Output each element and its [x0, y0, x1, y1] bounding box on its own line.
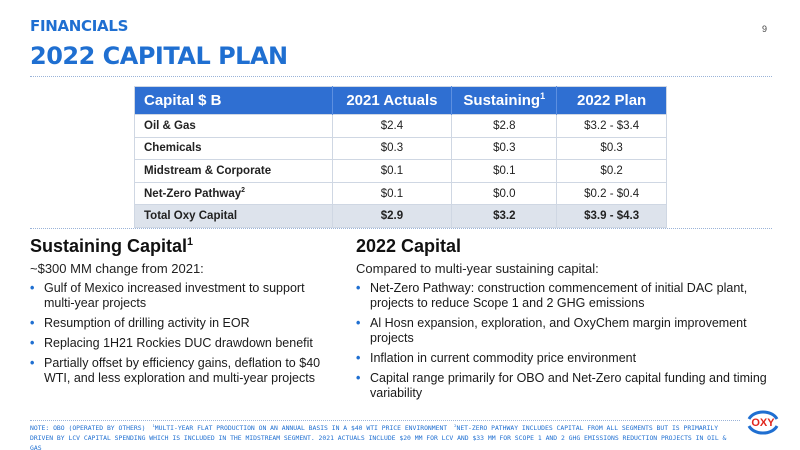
section-divider	[30, 228, 772, 229]
capital-2022-section: 2022 Capital Compared to multi-year sust…	[356, 236, 776, 406]
sustaining-capital-footnote: 1	[187, 236, 194, 248]
table-row-oil-gas: Oil & Gas $2.4 $2.8 $3.2 - $3.4	[134, 114, 667, 138]
capital-2022-subheading: Compared to multi-year sustaining capita…	[356, 261, 599, 276]
cell-sustaining: $2.8	[451, 114, 558, 138]
list-item: • Inflation in current commodity price en…	[356, 351, 776, 366]
list-item-text: Capital range primarily for OBO and Net-…	[370, 371, 767, 400]
bullet-icon: •	[30, 281, 35, 295]
cell-sustaining: $0.1	[451, 159, 558, 183]
list-item: • Replacing 1H21 Rockies DUC drawdown ben…	[30, 336, 335, 351]
sustaining-capital-heading-text: Sustaining Capital	[30, 236, 188, 256]
header-capital: Capital $ B	[134, 86, 333, 115]
table-row-chemicals: Chemicals $0.3 $0.3 $0.3	[134, 136, 667, 161]
cell-2021-actuals: $0.1	[331, 159, 453, 183]
oxy-logo: OXY	[747, 410, 779, 435]
list-item: • Capital range primarily for OBO and Net…	[356, 371, 776, 401]
logo-text: OXY	[751, 417, 775, 429]
sustaining-capital-list: • Gulf of Mexico increased investment to …	[30, 281, 335, 386]
cell-2021-actuals: $0.3	[331, 136, 453, 161]
footnote-note: Note: OBO (Operated by Others)	[30, 424, 146, 432]
table-header-row: Capital $ B 2021 Actuals Sustaining1 202…	[134, 86, 667, 115]
cell-2022-plan: $3.9 - $4.3	[556, 204, 667, 228]
list-item-text: Net-Zero Pathway: construction commencem…	[370, 281, 748, 310]
capital-table: Capital $ B 2021 Actuals Sustaining1 202…	[134, 86, 667, 228]
footnote-marker-1: 1	[152, 422, 155, 428]
capital-2022-list: • Net-Zero Pathway: construction commence…	[356, 281, 776, 401]
row-label: Oil & Gas	[134, 114, 333, 138]
list-item-text: Al Hosn expansion, exploration, and OxyC…	[370, 316, 747, 345]
cell-2021-actuals: $2.9	[331, 204, 453, 228]
row-label-text: Net-Zero Pathway	[144, 187, 242, 200]
cell-2022-plan: $3.2 - $3.4	[556, 114, 667, 138]
header-sustaining-footnote: 1	[540, 91, 546, 101]
sustaining-capital-heading: Sustaining Capital1	[30, 236, 335, 257]
footnote-1: Multi-year flat production on an annual …	[154, 424, 448, 432]
list-item-text: Partially offset by efficiency gains, de…	[44, 356, 321, 385]
row-label: Net-Zero Pathway2	[134, 181, 333, 206]
bullet-icon: •	[356, 351, 361, 365]
footnote-marker-2: 2	[454, 422, 457, 428]
header-2022-plan: 2022 Plan	[556, 86, 667, 115]
table-row-net-zero: Net-Zero Pathway2 $0.1 $0.0 $0.2 - $0.4	[134, 181, 667, 206]
row-label: Chemicals	[134, 136, 333, 161]
bullet-icon: •	[30, 336, 35, 350]
table-row-midstream: Midstream & Corporate $0.1 $0.1 $0.2	[134, 159, 667, 183]
row-label: Total Oxy Capital	[134, 204, 333, 228]
list-item: • Partially offset by efficiency gains, d…	[30, 356, 335, 386]
header-sustaining: Sustaining1	[451, 86, 558, 115]
logo-arc-top	[747, 410, 779, 420]
table-row-total: Total Oxy Capital $2.9 $3.2 $3.9 - $4.3	[134, 204, 667, 228]
row-label-footnote: 2	[241, 186, 245, 194]
sustaining-capital-section: Sustaining Capital1 ~$300 MM change from…	[30, 236, 335, 391]
row-label: Midstream & Corporate	[134, 159, 333, 183]
cell-2021-actuals: $2.4	[331, 114, 453, 138]
page-number: 9	[762, 24, 768, 34]
section-label: FINANCIALS	[30, 17, 129, 35]
logo-arc-bottom	[747, 425, 779, 435]
bullet-icon: •	[30, 356, 35, 370]
sustaining-capital-subheading: ~$300 MM change from 2021:	[30, 261, 204, 276]
header-sustaining-label: Sustaining	[463, 92, 541, 109]
bullet-icon: •	[356, 316, 361, 330]
cell-2021-actuals: $0.1	[331, 181, 453, 206]
footnote-2: Net-Zero Pathway includes capital from a…	[30, 424, 727, 450]
list-item-text: Inflation in current commodity price env…	[370, 351, 637, 365]
bullet-icon: •	[30, 316, 35, 330]
list-item: • Resumption of drilling activity in EOR	[30, 316, 335, 331]
list-item: • Al Hosn expansion, exploration, and Oxy…	[356, 316, 776, 346]
cell-2022-plan: $0.3	[556, 136, 667, 161]
cell-sustaining: $0.3	[451, 136, 558, 161]
cell-2022-plan: $0.2	[556, 159, 667, 183]
cell-sustaining: $0.0	[451, 181, 558, 206]
list-item-text: Resumption of drilling activity in EOR	[44, 316, 250, 330]
footnotes: Note: OBO (Operated by Others) 1Multi-yea…	[30, 420, 740, 450]
bullet-icon: •	[356, 371, 361, 385]
cell-2022-plan: $0.2 - $0.4	[556, 181, 667, 206]
capital-2022-heading: 2022 Capital	[356, 236, 462, 256]
cell-sustaining: $3.2	[451, 204, 558, 228]
list-item-text: Replacing 1H21 Rockies DUC drawdown bene…	[44, 336, 313, 350]
list-item: • Net-Zero Pathway: construction commence…	[356, 281, 776, 311]
title-divider	[30, 76, 772, 77]
header-2021-actuals: 2021 Actuals	[332, 86, 453, 115]
bullet-icon: •	[356, 281, 361, 295]
list-item-text: Gulf of Mexico increased investment to s…	[44, 281, 305, 310]
page-title: 2022 CAPITAL PLAN	[30, 42, 288, 70]
list-item: • Gulf of Mexico increased investment to …	[30, 281, 335, 311]
